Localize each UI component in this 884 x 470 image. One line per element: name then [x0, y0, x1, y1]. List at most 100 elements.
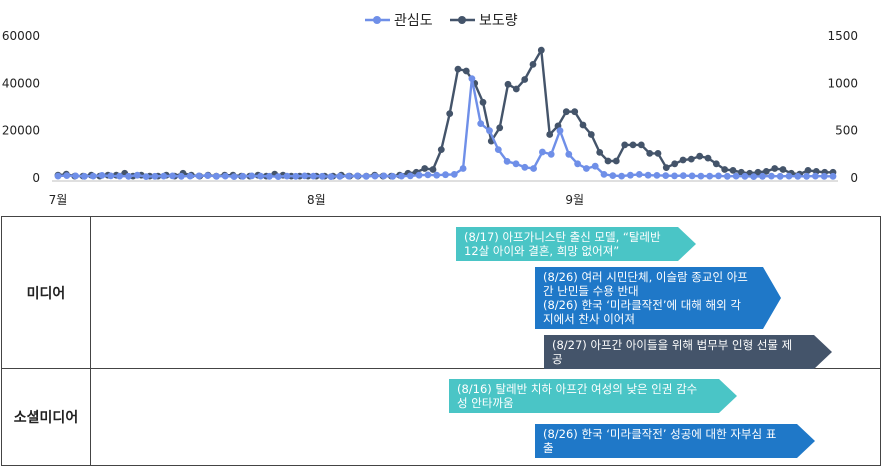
series-coverage-point [754, 168, 762, 176]
series-coverage-point [521, 76, 529, 83]
series-interest-point [565, 150, 573, 158]
series-interest-point [794, 172, 802, 180]
event-media-3: (8/27) 아프간 아이들을 위해 법무부 인형 선물 제공 [544, 335, 832, 369]
series-interest-point [662, 172, 670, 180]
series-interest-point [688, 172, 696, 180]
right-tick-label: 1500 [827, 29, 858, 43]
row-label-media: 미디어 [2, 217, 91, 368]
series-interest-point [521, 163, 529, 171]
series-interest-point [776, 172, 784, 180]
series-interest-point [142, 173, 150, 181]
series-interest-point [345, 172, 352, 180]
series-interest-point [671, 172, 678, 180]
series-interest-point [354, 172, 361, 180]
series-interest-point [248, 172, 256, 180]
series-interest-point [715, 172, 722, 180]
series-interest-point [398, 172, 405, 180]
series-coverage-point [421, 165, 429, 172]
series-interest-point [301, 172, 308, 180]
series-interest-point [820, 172, 828, 180]
series-coverage-point [512, 85, 520, 93]
left-tick-label: 60000 [2, 29, 40, 43]
series-interest-point [54, 172, 62, 180]
series-coverage-point [546, 131, 554, 138]
series-interest-point [116, 172, 123, 180]
series-interest-point [627, 171, 634, 179]
series-coverage-point [662, 164, 670, 172]
series-coverage-point [454, 65, 462, 73]
series-coverage-point [621, 141, 629, 149]
series-interest-point [195, 172, 203, 180]
timeline-row-social: 소셜미디어 (8/16) 탈레반 치하 아프간 여성의 낮은 인권 감수성 안타… [2, 369, 880, 465]
series-interest-point [812, 172, 819, 180]
series-interest-point [292, 172, 300, 180]
series-coverage-point [462, 67, 470, 75]
right-tick-label: 1000 [827, 76, 858, 90]
series-interest-point [706, 172, 714, 180]
x-axis-labels: 7월 8월 9월 [49, 193, 584, 207]
series-interest-point [618, 172, 625, 180]
series-coverage-point [804, 167, 812, 174]
series-interest-point [600, 171, 608, 178]
series-interest-point [415, 171, 423, 179]
legend-marker-interest [373, 16, 381, 24]
series-interest-point [829, 172, 837, 180]
series-coverage-point [587, 131, 595, 138]
event-media-1: (8/17) 아프가니스탄 출신 모델, “탈레반 12살 아이와 결혼, 희망… [456, 227, 696, 261]
series-coverage-line [57, 46, 833, 178]
event-media-2: (8/26) 여러 시민단체, 이슬람 종교인 아프간 난민들 수용 반대 (8… [535, 267, 781, 329]
series-coverage-point [437, 146, 445, 154]
series-interest-point [177, 172, 185, 180]
left-tick-label: 0 [32, 171, 40, 185]
right-axis-ticks: 0 500 1000 1500 [827, 29, 858, 185]
series-interest-point [336, 172, 344, 180]
series-coverage-point [687, 155, 695, 163]
row-label-social: 소셜미디어 [2, 369, 91, 465]
series-interest-point [785, 172, 793, 180]
series-interest-point [274, 173, 282, 181]
series-interest-point [160, 172, 168, 180]
x-tick-label: 9월 [565, 193, 584, 207]
series-interest-point [406, 172, 414, 180]
series-interest-point [741, 172, 749, 180]
series-interest-point [239, 172, 247, 180]
series-interest-point [362, 172, 370, 180]
series-coverage-point [779, 166, 787, 173]
series-coverage-point [771, 165, 779, 172]
x-tick-label: 8월 [307, 193, 326, 207]
series-interest-point [310, 172, 317, 180]
series-interest-point [257, 172, 264, 180]
series-coverage-point [596, 149, 604, 156]
series-interest-point [63, 172, 71, 180]
event-timeline: 미디어 (8/17) 아프가니스탄 출신 모델, “탈레반 12살 아이와 결혼… [0, 216, 884, 470]
chart-legend: 관심도 보도량 [365, 13, 518, 29]
series-coverage-point [504, 80, 512, 88]
series-interest-point [221, 172, 229, 180]
series-coverage-point [762, 168, 770, 175]
timeline-table: 미디어 (8/17) 아프가니스탄 출신 모델, “탈레반 12살 아이와 결혼… [1, 216, 881, 466]
series-interest-point [213, 172, 220, 180]
series-interest-point [133, 171, 141, 179]
series-coverage-point [479, 98, 487, 106]
series-coverage-point [612, 157, 620, 165]
series-coverage-point [571, 108, 579, 116]
series-interest-point [151, 172, 159, 180]
series-coverage-point [446, 110, 454, 117]
series-coverage-point [629, 141, 637, 149]
series-coverage-point [604, 157, 612, 165]
series-interest-point [759, 172, 766, 180]
series-interest-point [204, 172, 212, 180]
series-interest-point [107, 172, 115, 180]
legend-marker-coverage [458, 16, 466, 24]
series-interest-point [494, 146, 502, 154]
series-coverage-point [579, 121, 587, 129]
trend-chart: 관심도 보도량 0 20000 40000 60000 0 500 1000 1500 7월… [2, 13, 858, 207]
series-interest-point [389, 172, 397, 180]
series-coverage-point [712, 160, 720, 168]
series-coverage-point [429, 166, 437, 173]
series-interest-point [327, 173, 335, 181]
series-coverage-point [704, 154, 712, 162]
series-interest-point [530, 165, 537, 172]
event-social-1: (8/16) 탈레반 치하 아프간 여성의 낮은 인권 감수성 안타까움 [449, 379, 737, 413]
series-interest-point [750, 173, 758, 181]
